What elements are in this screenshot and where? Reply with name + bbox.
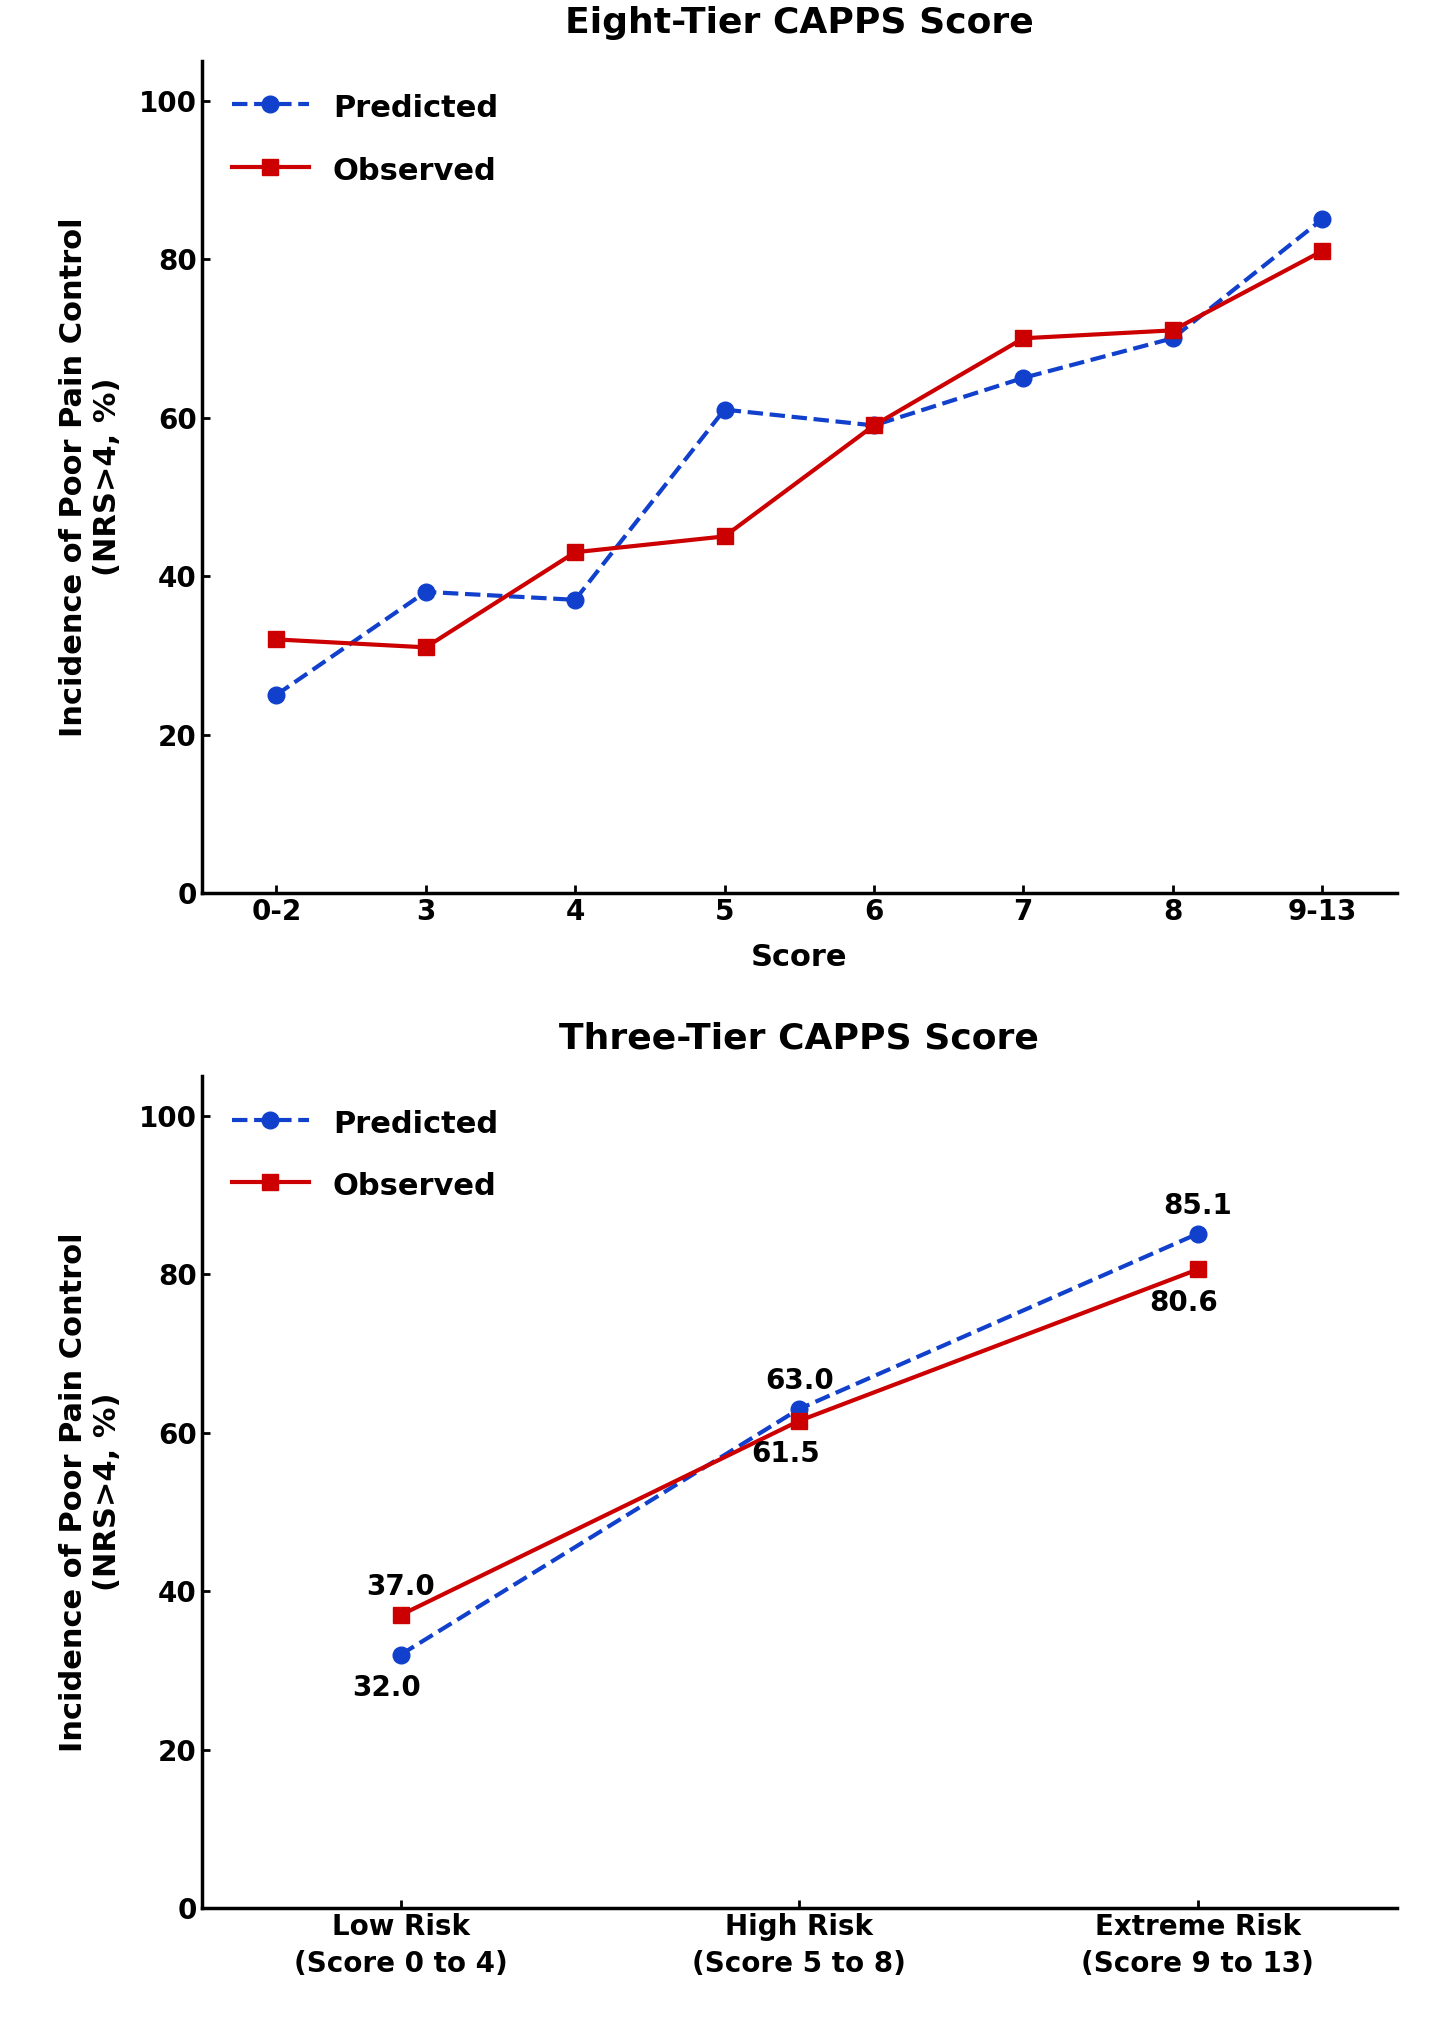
Predicted (566, 587, 583, 611)
Y-axis label: Incidence of Poor Pain Control
(NRS>4, %): Incidence of Poor Pain Control (NRS>4, %… (59, 1232, 122, 1752)
Observed (1313, 240, 1331, 264)
Observed (418, 635, 435, 660)
Title: Three-Tier CAPPS Score: Three-Tier CAPPS Score (559, 1021, 1040, 1056)
Text: 32.0: 32.0 (353, 1675, 422, 1701)
Predicted (1015, 365, 1032, 390)
Predicted (865, 414, 883, 438)
Observed (1164, 319, 1181, 343)
Line: Observed: Observed (393, 1261, 1205, 1624)
Text: 63.0: 63.0 (765, 1366, 834, 1395)
Line: Predicted: Predicted (393, 1226, 1205, 1663)
Text: 61.5: 61.5 (750, 1439, 819, 1468)
Predicted (1164, 327, 1181, 351)
Predicted (716, 398, 733, 422)
Y-axis label: Incidence of Poor Pain Control
(NRS>4, %): Incidence of Poor Pain Control (NRS>4, %… (59, 217, 122, 737)
Predicted (1189, 1222, 1207, 1246)
Predicted (268, 682, 285, 706)
Observed (716, 524, 733, 548)
Observed (392, 1604, 409, 1628)
Line: Observed: Observed (268, 244, 1331, 656)
Observed (1015, 327, 1032, 351)
Observed (1189, 1257, 1207, 1281)
Observed (865, 414, 883, 438)
Line: Predicted: Predicted (268, 211, 1331, 702)
Predicted (392, 1642, 409, 1667)
Legend: Predicted, Observed: Predicted, Observed (217, 77, 514, 201)
Text: 80.6: 80.6 (1149, 1289, 1218, 1317)
Text: 85.1: 85.1 (1164, 1192, 1233, 1220)
Legend: Predicted, Observed: Predicted, Observed (217, 1092, 514, 1216)
Observed (566, 540, 583, 564)
Observed (268, 627, 285, 652)
Title: Eight-Tier CAPPS Score: Eight-Tier CAPPS Score (564, 6, 1034, 41)
Predicted (791, 1397, 808, 1421)
Observed (791, 1409, 808, 1433)
Predicted (418, 581, 435, 605)
Predicted (1313, 207, 1331, 231)
X-axis label: Score: Score (750, 942, 848, 972)
Text: 37.0: 37.0 (366, 1573, 435, 1602)
